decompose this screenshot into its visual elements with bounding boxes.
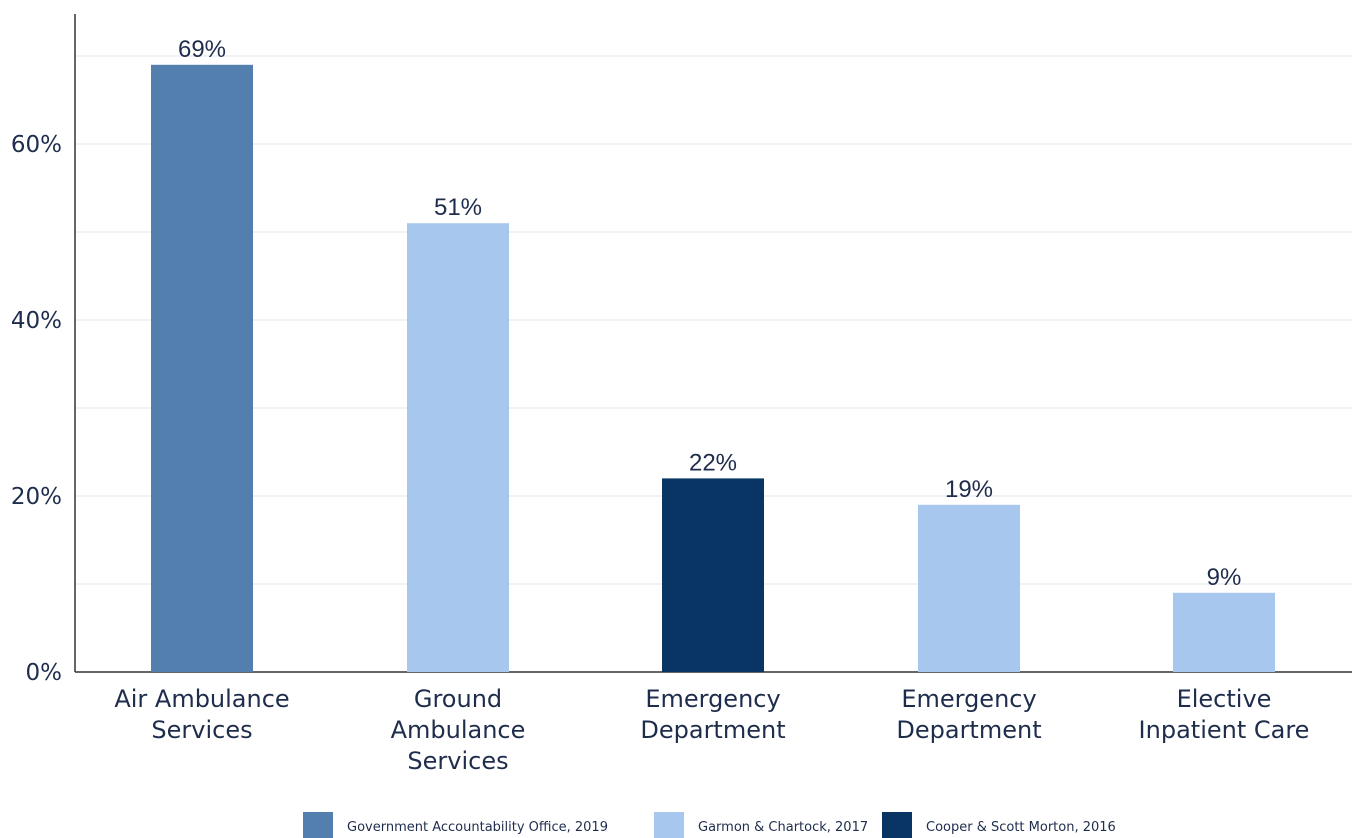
legend-swatch <box>303 812 333 838</box>
y-tick-label: 60% <box>11 132 62 158</box>
data-label: 51% <box>434 194 482 221</box>
x-tick-label: Ambulance <box>391 716 526 744</box>
x-tick-label: Elective <box>1177 685 1272 713</box>
x-tick-label: Department <box>896 716 1041 744</box>
legend-label: Cooper & Scott Morton, 2016 <box>926 820 1116 835</box>
x-tick-label: Services <box>151 716 252 744</box>
x-tick-label: Ground <box>414 685 502 713</box>
bar <box>662 478 764 672</box>
legend-label: Garmon & Chartock, 2017 <box>698 820 868 835</box>
legend-label: Government Accountability Office, 2019 <box>347 820 608 835</box>
legend-swatch <box>654 812 684 838</box>
data-label: 9% <box>1207 564 1242 591</box>
x-tick-label: Inpatient Care <box>1139 716 1310 744</box>
x-tick-label: Emergency <box>645 685 780 713</box>
x-tick-label: Services <box>407 747 508 775</box>
y-tick-label: 0% <box>26 660 63 686</box>
bar <box>1173 592 1275 672</box>
data-label: 22% <box>689 449 737 476</box>
bar <box>407 223 509 672</box>
data-label: 69% <box>178 36 226 63</box>
x-tick-label: Air Ambulance <box>114 685 289 713</box>
bar <box>151 64 253 673</box>
bar <box>918 504 1020 672</box>
y-tick-label: 40% <box>11 308 62 334</box>
x-tick-label: Department <box>640 716 785 744</box>
data-label: 19% <box>945 476 993 503</box>
y-tick-label: 20% <box>11 484 62 510</box>
x-tick-label: Emergency <box>901 685 1036 713</box>
legend-swatch <box>882 812 912 838</box>
